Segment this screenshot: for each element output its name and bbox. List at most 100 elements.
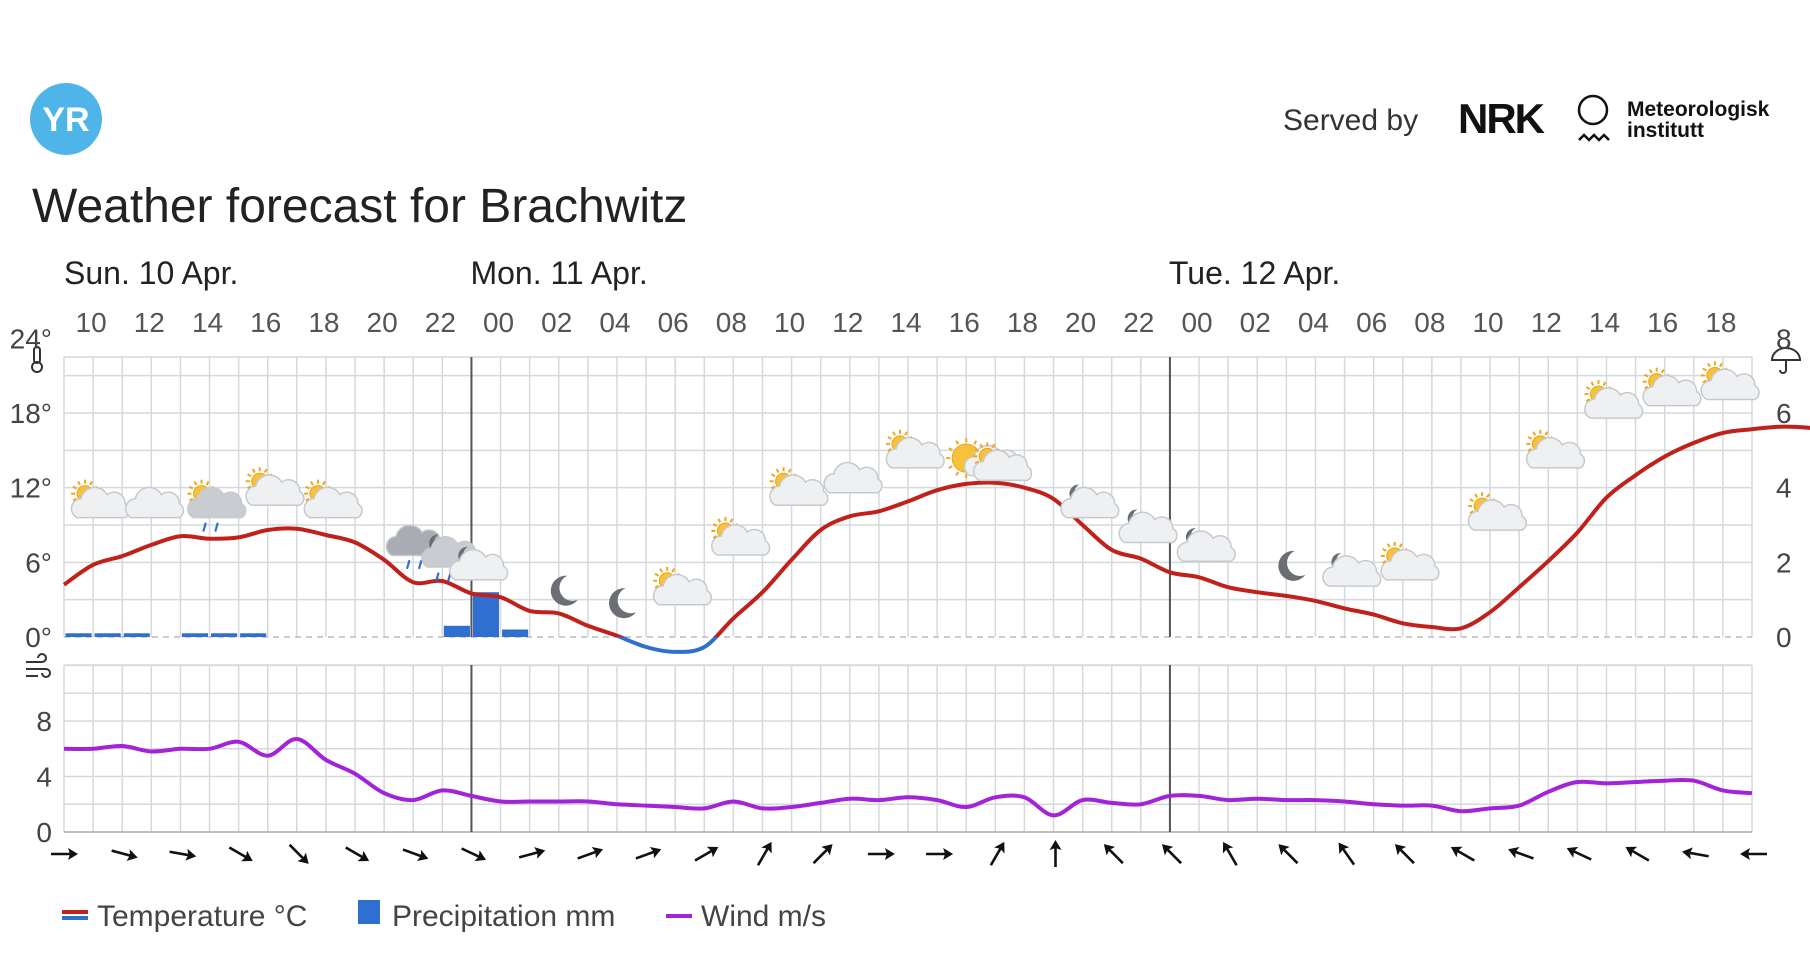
arrow-head <box>1508 846 1520 859</box>
wind-direction-arrow-icon <box>518 847 546 859</box>
hour-tick-label: 02 <box>541 307 572 338</box>
met-institute-logo[interactable]: Meteorologisk institutt <box>1577 94 1770 142</box>
wind-direction-arrow-icon <box>756 841 772 866</box>
hour-tick-label: 12 <box>134 307 165 338</box>
sun-ray <box>72 497 77 502</box>
wind-direction-arrow-icon <box>926 848 954 860</box>
precipitation-bar <box>94 633 121 637</box>
sun-ray <box>1585 386 1591 390</box>
wind-axis-icon <box>26 653 51 678</box>
wind-plot-grid <box>63 664 1753 833</box>
precipitation-tick-label: 4 <box>1776 473 1792 504</box>
partly-cloudy-day-icon <box>1642 367 1702 407</box>
cloud-shape <box>449 548 509 581</box>
arrow-head <box>126 849 138 861</box>
hour-tick-label: 04 <box>1298 307 1329 338</box>
wind-direction-arrow-icon <box>1450 846 1475 862</box>
yr-logo-text: YR <box>42 101 89 139</box>
hour-tick-label: 10 <box>1472 307 1503 338</box>
moon-shape <box>1278 550 1306 581</box>
wind-direction-arrows <box>51 840 1767 867</box>
cloud-shape <box>1118 511 1178 544</box>
partly-cloudy-day-icon <box>769 467 829 506</box>
legend-wind[interactable]: Wind m/s <box>666 900 826 933</box>
yr-logo[interactable]: YR <box>30 83 102 155</box>
wind-direction-arrow-icon <box>461 847 487 862</box>
sun-ray <box>305 497 310 502</box>
sun-ray <box>887 448 892 452</box>
weather-symbols <box>70 361 1760 619</box>
sun-ray <box>322 481 326 486</box>
sun-ray <box>1382 560 1387 564</box>
sun-ray <box>263 468 268 474</box>
wind-direction-arrow-icon <box>1278 844 1299 865</box>
arrow-head <box>1162 844 1174 856</box>
wind-direction-arrow-icon <box>1103 844 1124 865</box>
sun-ray <box>974 448 980 453</box>
hour-tick-label: 04 <box>599 307 630 338</box>
legend-temperature[interactable]: Temperature °C <box>62 900 307 933</box>
legend-precipitation[interactable]: Precipitation mm <box>358 900 615 933</box>
cloud-shape <box>1467 499 1527 531</box>
sun-ray <box>1532 431 1537 436</box>
partly-cloudy-day-icon <box>1584 380 1644 419</box>
moon-shape <box>550 575 578 606</box>
wind-direction-arrow-icon <box>111 849 138 861</box>
sun-ray <box>671 568 676 573</box>
sun-ray <box>1702 379 1707 384</box>
arrow-head <box>241 850 253 862</box>
wind-y-axis: 0 4 8 <box>36 706 52 848</box>
hour-tick-label: 06 <box>1356 307 1387 338</box>
partly-cloudy-night-icon <box>1322 553 1382 587</box>
hour-tick-label: 00 <box>483 307 514 338</box>
sun-ray <box>770 473 776 478</box>
wind-direction-arrow-icon <box>1162 844 1183 865</box>
wind-direction-arrow-icon <box>694 846 719 862</box>
hour-tick-label: 02 <box>1240 307 1271 338</box>
sun-ray <box>717 518 722 523</box>
sun-ray <box>1386 543 1391 548</box>
hour-tick-label: 18 <box>1705 307 1736 338</box>
arrow-head <box>416 849 429 862</box>
sun-ray <box>948 465 953 469</box>
sun-ray <box>1527 436 1533 440</box>
partly-cloudy-day-icon <box>1380 541 1440 581</box>
arrow-head <box>1278 844 1290 856</box>
arrow-head <box>357 850 370 862</box>
sun-ray <box>712 523 718 527</box>
hour-tick-label: 20 <box>367 307 398 338</box>
sun-ray <box>887 436 892 440</box>
wind-direction-arrow-icon <box>1049 840 1062 867</box>
met-logo-sun-icon <box>1577 94 1609 126</box>
legend-precipitation-label: Precipitation mm <box>392 900 615 933</box>
precipitation-bars <box>65 592 529 637</box>
sun-ray <box>973 440 978 445</box>
precipitation-bar <box>123 633 150 637</box>
legend-temperature-label: Temperature °C <box>97 900 307 933</box>
temperature-tick-label: 24° <box>10 323 52 354</box>
arrow-head <box>761 841 772 854</box>
partly-cloudy-day-icon <box>303 479 363 519</box>
rain-drop <box>202 522 207 532</box>
sun-ray <box>770 485 776 490</box>
umbrella-icon <box>1770 347 1802 374</box>
sun-ray <box>1585 398 1591 402</box>
precipitation-bar <box>181 633 209 637</box>
wind-direction-arrow-icon <box>1338 842 1356 866</box>
day-label: Mon. 11 Apr. <box>470 255 647 291</box>
sun-ray <box>247 473 252 478</box>
wind-direction-arrow-icon <box>867 848 895 860</box>
partly-cloudy-day-icon <box>972 442 1033 482</box>
wind-direction-arrow-icon <box>169 848 197 861</box>
met-logo-wave-icon <box>1578 133 1610 142</box>
hour-tick-label: 06 <box>658 307 689 338</box>
wind-direction-arrow-icon <box>402 848 429 862</box>
legend-temperature-swatch-cold <box>62 916 88 920</box>
wind-direction-arrow-icon <box>1682 847 1709 860</box>
light-rain-partly-cloudy-icon <box>187 479 247 532</box>
cloud-shape <box>1322 555 1382 587</box>
sun-ray <box>188 485 194 490</box>
nrk-logo[interactable]: NRK <box>1458 95 1547 142</box>
sun-ray <box>979 443 984 449</box>
